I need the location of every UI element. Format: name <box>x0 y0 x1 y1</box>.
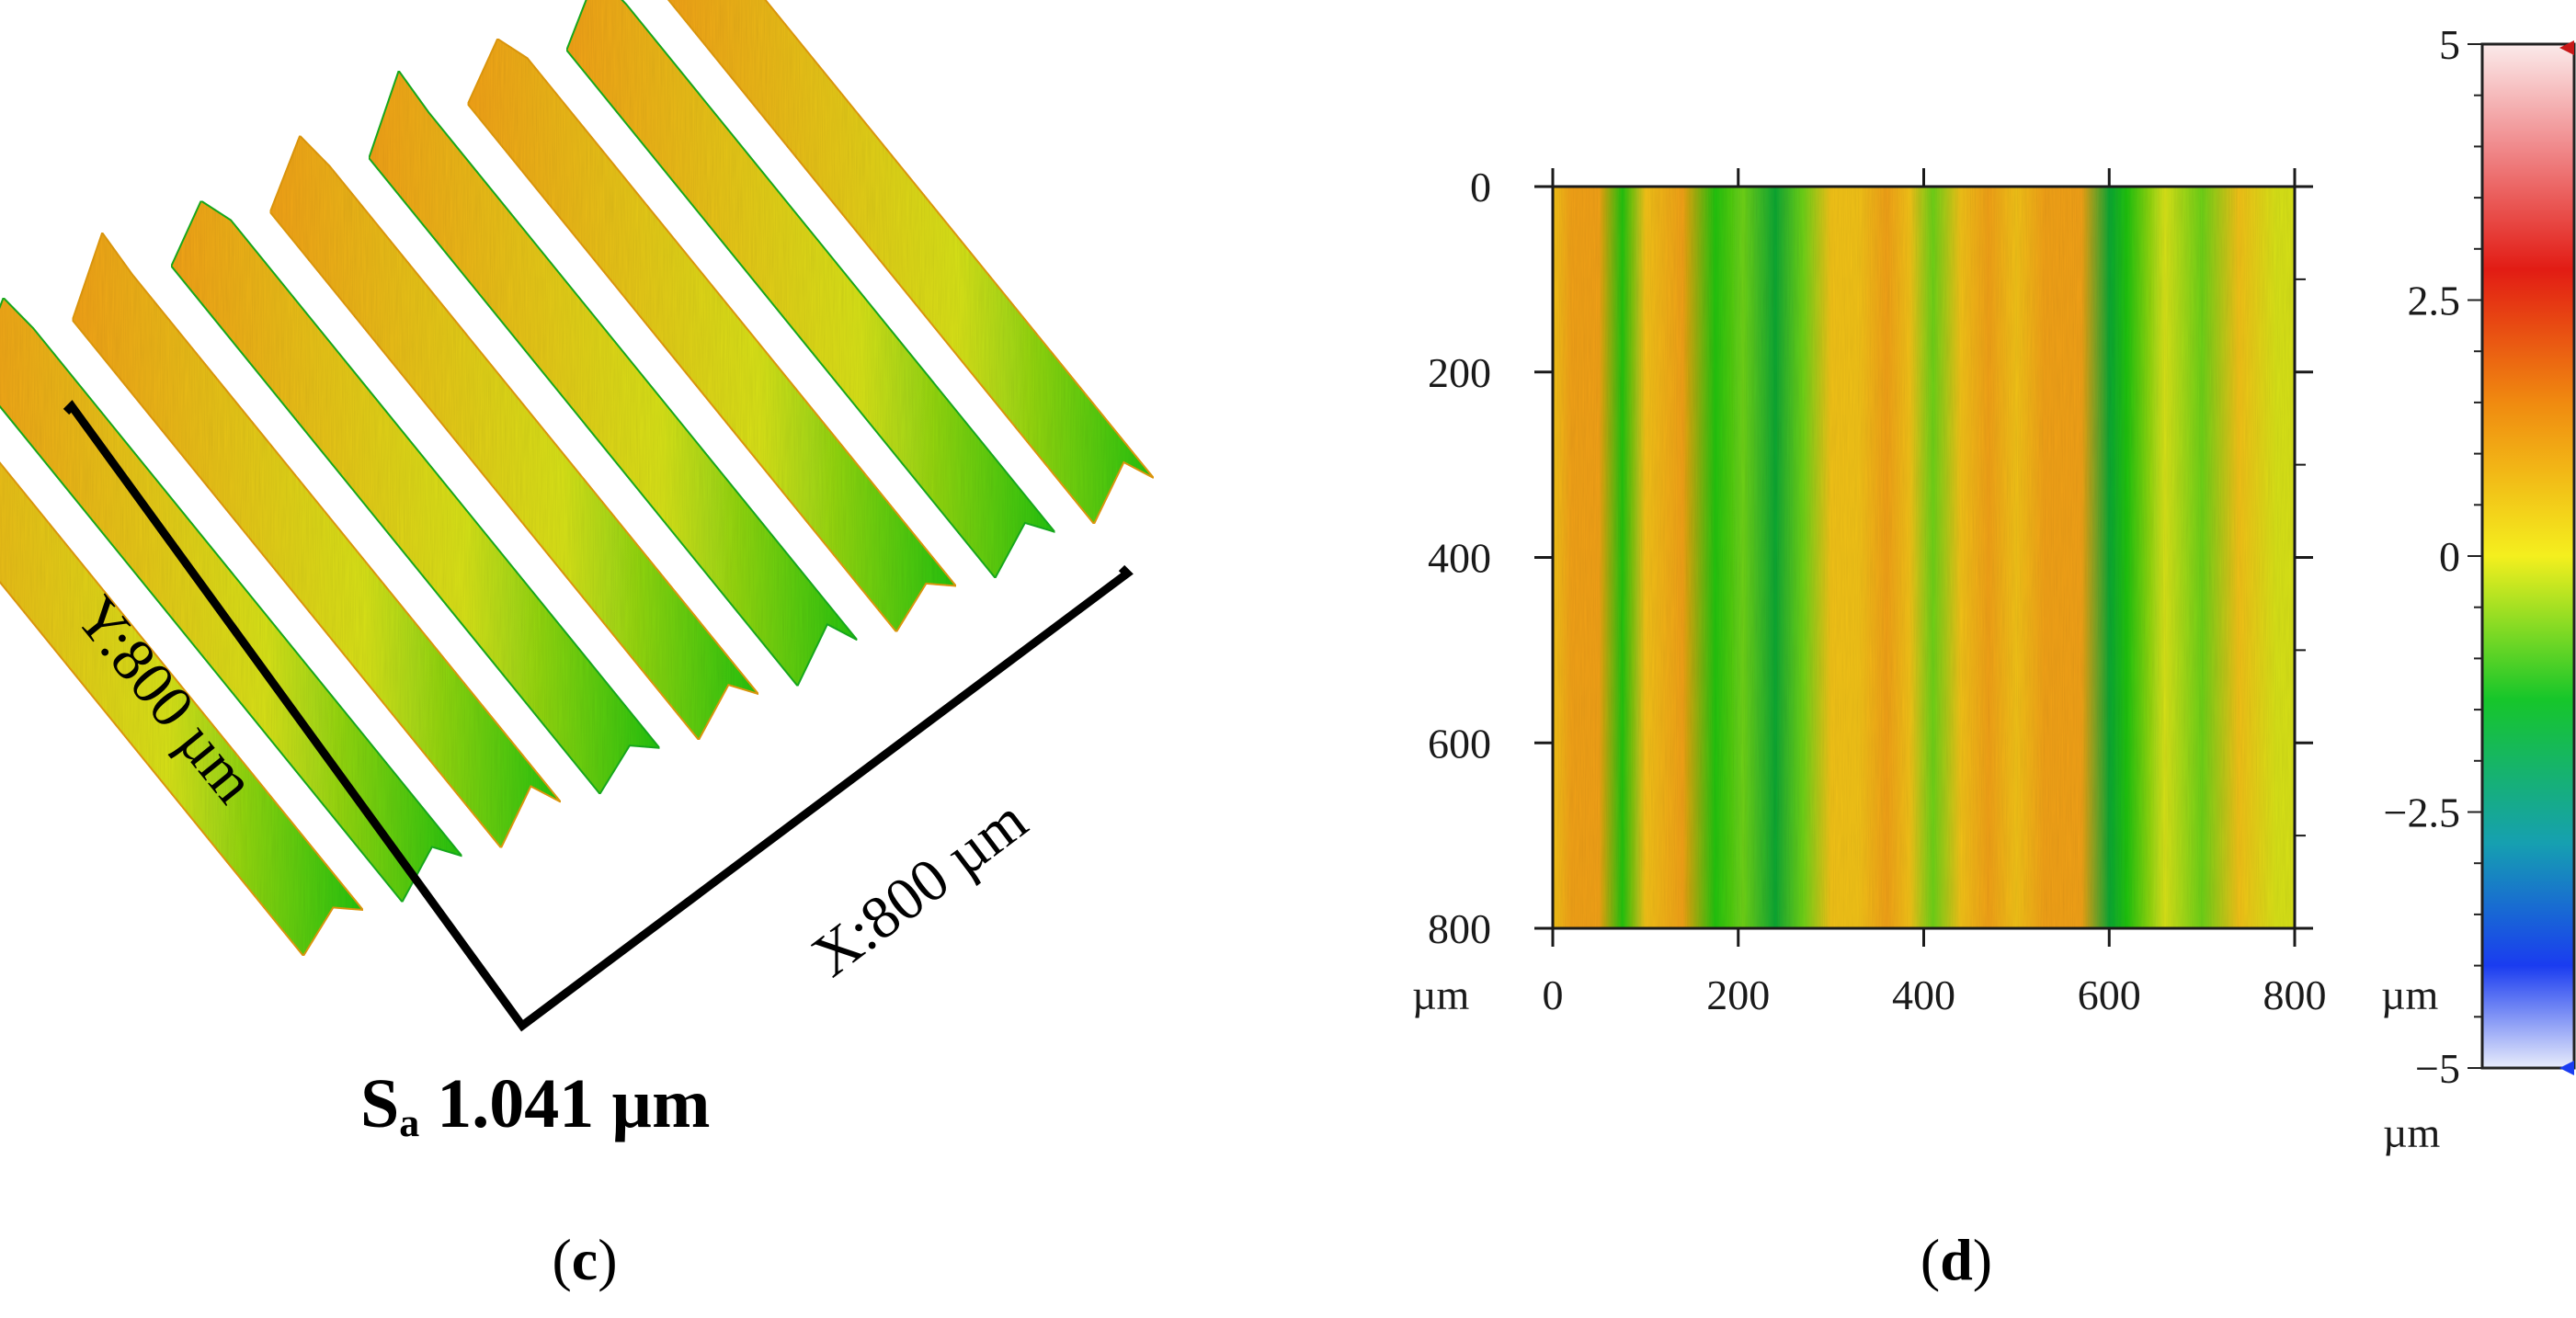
ridge <box>170 199 662 796</box>
colorbar-unit: µm <box>2383 1109 2441 1156</box>
colorbar <box>2480 42 2576 1070</box>
surface-ridges <box>0 0 1155 958</box>
colorbar-min-marker <box>2559 1061 2574 1075</box>
y-tick-label: 200 <box>1428 349 1491 396</box>
y-dimension-bracket <box>63 400 1134 1032</box>
y-tick-label: 600 <box>1428 720 1491 767</box>
sa-subscript: a <box>399 1100 419 1145</box>
height-map-panel: 0 200 400 600 800 0 200 400 600 800 µm 5 2.5 0 −2.5 −… <box>1412 21 2576 1292</box>
colorbar-tick-label: −2.5 <box>2384 790 2460 836</box>
colorbar-max-marker <box>2559 40 2574 55</box>
roughness-label: Sa 1.041 µm <box>360 1065 710 1145</box>
ridge <box>565 0 1058 580</box>
ridge <box>368 68 859 688</box>
sa-value: 1.041 µm <box>419 1065 710 1142</box>
height-map-tick-labels: 0 200 400 600 800 0 200 400 600 800 <box>1428 164 2327 1018</box>
y-tick-label: 800 <box>1428 905 1491 952</box>
x-tick-label: 0 <box>1543 971 1564 1018</box>
height-map-ticks <box>1534 168 2313 947</box>
surface-3d-panel: Y:800 µm X:800 µm Sa 1.041 µm (c) <box>0 0 1155 1292</box>
ridge <box>71 231 562 850</box>
panel-d-label: (d) <box>1921 1227 1992 1292</box>
y-tick-label: 0 <box>1470 164 1491 210</box>
ridge <box>268 133 761 742</box>
x-tick-label: 800 <box>2263 971 2327 1018</box>
colorbar-axis-unit: µm <box>2381 971 2439 1018</box>
colorbar-tick-label: 0 <box>2439 533 2460 580</box>
x-tick-label: 200 <box>1706 971 1770 1018</box>
ridge <box>466 37 959 634</box>
y-tick-label: 400 <box>1428 535 1491 582</box>
sa-symbol: S <box>360 1065 399 1142</box>
colorbar-tick-label: 5 <box>2439 21 2460 68</box>
x-tick-label: 600 <box>2078 971 2141 1018</box>
colorbar-tick-label: −5 <box>2415 1045 2460 1092</box>
x-dimension-label: X:800 µm <box>800 787 1039 990</box>
ridge <box>667 0 1155 526</box>
x-axis-unit: µm <box>1412 971 1470 1018</box>
colorbar-tick-labels: 5 2.5 0 −2.5 −5 <box>2384 21 2460 1092</box>
panel-c-label: (c) <box>552 1227 617 1292</box>
colorbar-ticks <box>2468 43 2482 1069</box>
x-tick-label: 400 <box>1892 971 1955 1018</box>
height-map-image <box>1553 187 2295 928</box>
ridge <box>0 296 465 904</box>
ridge <box>0 461 366 958</box>
colorbar-tick-label: 2.5 <box>2408 278 2461 324</box>
